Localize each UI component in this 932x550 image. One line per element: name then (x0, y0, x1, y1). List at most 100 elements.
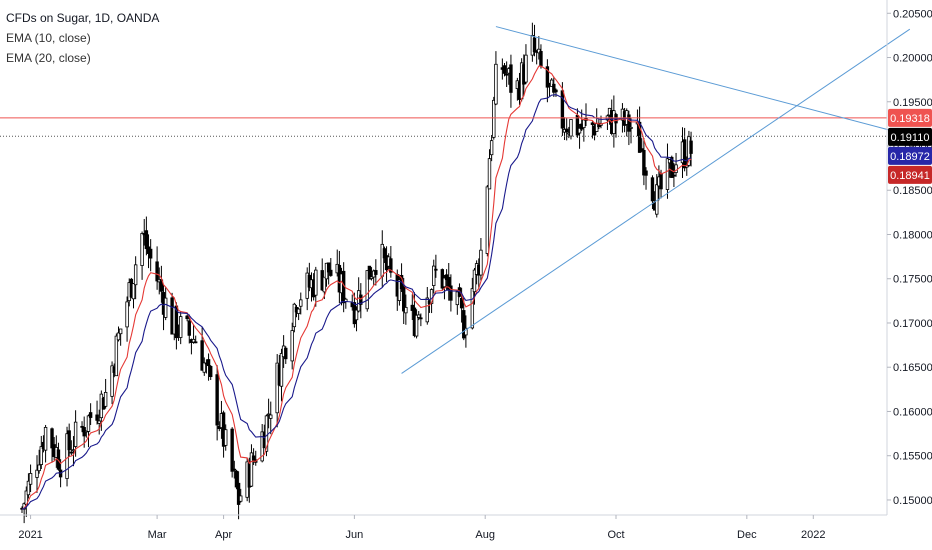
ema20-legend[interactable]: EMA (20, close) (6, 51, 91, 65)
candle-body[interactable] (590, 122, 595, 125)
candle-body[interactable] (71, 449, 76, 452)
price-axis[interactable]: 0.15000 0.15500 0.16000 0.16500 0.17000 0.175… (886, 0, 932, 515)
candle-body[interactable] (275, 362, 279, 414)
candle-body[interactable] (485, 186, 490, 254)
candle-body[interactable] (114, 335, 119, 377)
candle-body[interactable] (494, 63, 498, 105)
candle-body[interactable] (236, 482, 241, 505)
candle-body[interactable] (110, 365, 114, 397)
candle-body[interactable] (326, 262, 331, 273)
candle-body[interactable] (504, 73, 509, 76)
candle-body[interactable] (369, 276, 374, 279)
candle-body[interactable] (554, 89, 558, 93)
candle-body[interactable] (434, 268, 438, 271)
candle-body[interactable] (234, 470, 239, 488)
candle-body[interactable] (26, 480, 31, 496)
candle-body[interactable] (35, 469, 39, 478)
candle-body[interactable] (37, 464, 41, 472)
candle-body[interactable] (447, 277, 451, 290)
candle-body[interactable] (290, 330, 294, 362)
candle-body[interactable] (215, 374, 219, 426)
candle-body[interactable] (640, 148, 644, 152)
candle-body[interactable] (414, 314, 419, 337)
trendline-lower[interactable] (401, 28, 911, 374)
candle-body[interactable] (637, 121, 642, 153)
candle-body[interactable] (191, 338, 196, 343)
candle-body[interactable] (69, 451, 74, 454)
candle-body[interactable] (140, 233, 144, 266)
candle-body[interactable] (206, 359, 211, 367)
candle-body[interactable] (397, 279, 402, 301)
candle-body[interactable] (659, 173, 663, 190)
candle-body[interactable] (97, 420, 101, 424)
candle-body[interactable] (455, 291, 460, 306)
candle-body[interactable] (539, 50, 543, 67)
candle-body[interactable] (442, 277, 447, 288)
time-axis[interactable]: 2021 Mar Apr Jun Aug Oct Dec 2022 (0, 514, 887, 541)
candle-body[interactable] (251, 455, 256, 461)
candle-body[interactable] (487, 158, 492, 190)
candle-body[interactable] (470, 288, 475, 329)
candle-body[interactable] (552, 83, 556, 93)
candle-body[interactable] (329, 269, 333, 276)
candle-body[interactable] (462, 310, 466, 339)
candle-body[interactable] (322, 276, 327, 293)
candle-body[interactable] (425, 297, 429, 323)
candle-body[interactable] (202, 362, 206, 373)
candle-body[interactable] (365, 270, 369, 310)
candle-body[interactable] (419, 317, 423, 320)
candle-body[interactable] (459, 297, 464, 309)
candle-body[interactable] (230, 428, 234, 472)
candle-body[interactable] (50, 428, 54, 449)
candle-body[interactable] (28, 473, 33, 485)
candle-body[interactable] (627, 114, 631, 132)
candle-body[interactable] (125, 301, 129, 328)
candle-body[interactable] (163, 297, 168, 318)
candle-body[interactable] (279, 353, 284, 387)
candle-body[interactable] (95, 414, 99, 421)
candle-body[interactable] (389, 258, 393, 273)
candle-body[interactable] (73, 421, 78, 447)
candle-body[interactable] (642, 149, 646, 176)
candle-body[interactable] (492, 99, 496, 138)
candle-body[interactable] (185, 315, 189, 320)
candle-body[interactable] (249, 452, 254, 487)
candle-body[interactable] (524, 54, 528, 83)
candle-body[interactable] (402, 286, 406, 312)
candle-body[interactable] (650, 177, 655, 202)
candle-body[interactable] (449, 285, 453, 301)
candle-body[interactable] (577, 127, 582, 134)
candle-body[interactable] (159, 279, 164, 292)
candle-body[interactable] (382, 248, 387, 259)
candle-body[interactable] (292, 303, 297, 328)
candle-body[interactable] (284, 347, 288, 360)
candle-body[interactable] (144, 230, 149, 250)
candle-body[interactable] (569, 119, 573, 137)
trendline-upper[interactable] (495, 26, 910, 136)
candle-body[interactable] (670, 156, 674, 178)
candle-body[interactable] (133, 264, 138, 286)
candle-body[interactable] (266, 413, 271, 416)
candle-body[interactable] (472, 269, 477, 293)
candle-body[interactable] (118, 328, 123, 335)
candle-body[interactable] (43, 427, 48, 451)
candle-body[interactable] (682, 139, 687, 169)
candle-body[interactable] (545, 66, 550, 88)
candle-body[interactable] (193, 341, 198, 344)
candle-body[interactable] (269, 414, 273, 419)
candle-body[interactable] (148, 248, 153, 259)
ema10-legend[interactable]: EMA (10, close) (6, 31, 91, 45)
drawings-layer[interactable] (0, 26, 911, 374)
candle-body[interactable] (489, 140, 494, 156)
candle-body[interactable] (549, 79, 554, 87)
candle-body[interactable] (65, 433, 69, 479)
candle-body[interactable] (67, 430, 71, 451)
candle-body[interactable] (432, 265, 436, 286)
candle-body[interactable] (354, 309, 359, 321)
candle-body[interactable] (644, 170, 648, 176)
candle-body[interactable] (187, 320, 191, 336)
candle-body[interactable] (582, 119, 586, 128)
candle-body[interactable] (629, 126, 633, 129)
candle-body[interactable] (299, 299, 303, 307)
